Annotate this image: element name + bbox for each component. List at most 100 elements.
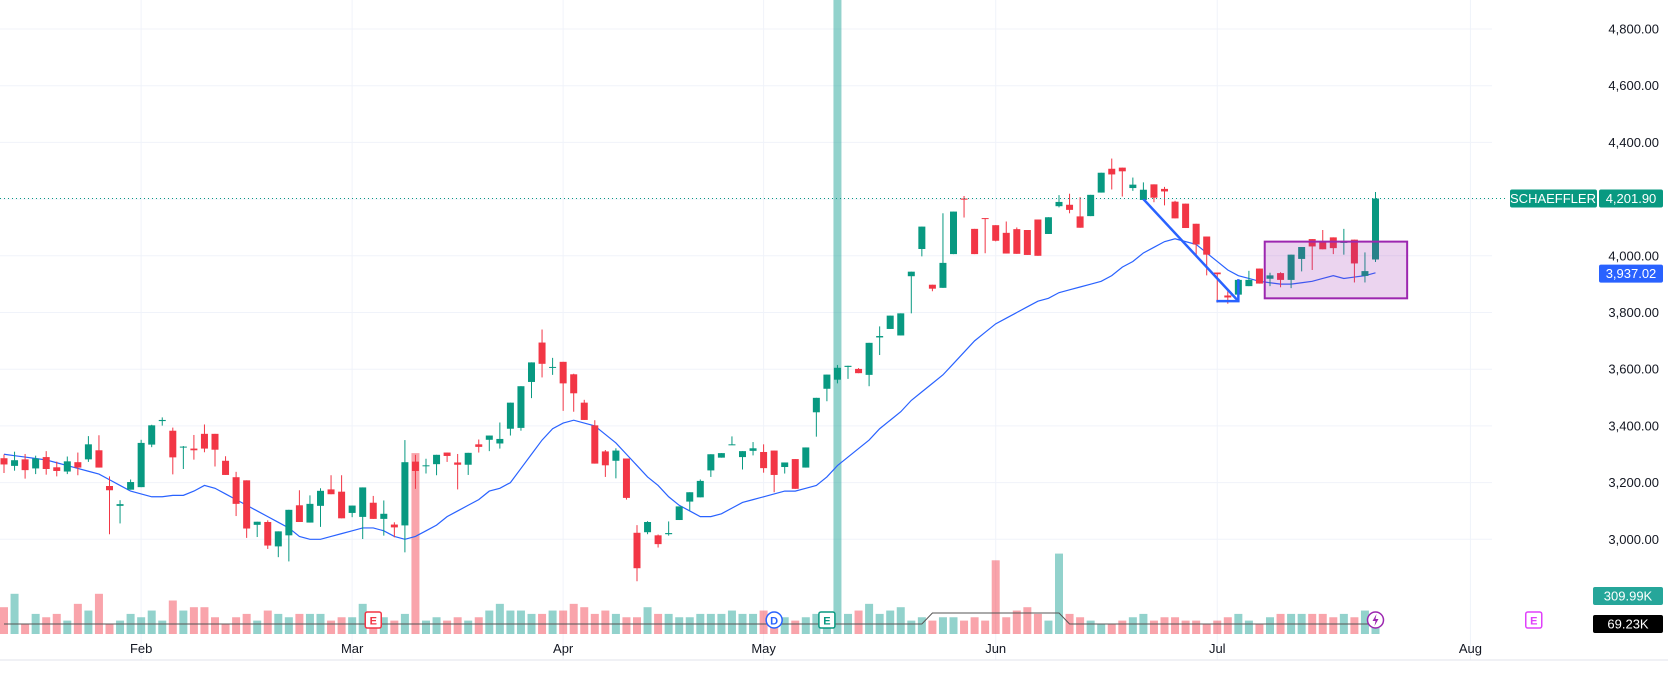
volume-bar xyxy=(464,620,473,634)
candle-body xyxy=(464,452,472,465)
candle xyxy=(517,386,525,431)
volume-bar xyxy=(854,610,863,634)
candle-body xyxy=(148,425,156,445)
candle-body xyxy=(222,460,230,475)
range-box[interactable] xyxy=(1263,240,1409,300)
candle-body xyxy=(928,284,936,289)
trend-arrow-head[interactable] xyxy=(1216,279,1240,303)
candle xyxy=(1277,272,1285,288)
candle xyxy=(295,490,303,523)
candle xyxy=(1013,227,1021,254)
candle xyxy=(1118,167,1126,197)
candle xyxy=(285,509,293,562)
price-tick-label: 3,600.00 xyxy=(1608,362,1659,377)
candle-body xyxy=(992,225,1000,241)
candle-body xyxy=(591,425,599,464)
candle-body xyxy=(1066,204,1074,210)
event-marker[interactable]: E xyxy=(1525,611,1543,629)
candle xyxy=(1076,197,1084,228)
volume-bar xyxy=(1118,620,1127,634)
volume-bar xyxy=(991,560,1000,634)
candle xyxy=(992,225,1000,242)
candle xyxy=(812,397,820,437)
price-tick-label: 3,000.00 xyxy=(1608,532,1659,547)
volume-bar xyxy=(485,610,494,634)
candle xyxy=(1087,194,1095,217)
volume-bar xyxy=(548,610,557,634)
candle-body xyxy=(886,315,894,329)
candle-body xyxy=(74,462,82,468)
price-axis[interactable]: 3,000.00 3,200.00 3,400.00 3,600.00 3,800.00… xyxy=(1608,22,1659,547)
candle xyxy=(559,361,567,411)
candle-body xyxy=(1298,247,1306,259)
candle xyxy=(1129,177,1137,191)
candle xyxy=(369,495,377,519)
event-marker[interactable]: E xyxy=(364,611,382,629)
candle xyxy=(1023,230,1031,255)
volume-bar xyxy=(94,593,103,634)
candle-body xyxy=(1255,268,1263,284)
candle-body xyxy=(612,450,620,461)
event-marker[interactable]: E xyxy=(818,611,836,629)
lightning-marker[interactable] xyxy=(1366,611,1385,629)
candle-body xyxy=(11,460,19,466)
volume-bar xyxy=(506,610,515,634)
candle-body xyxy=(485,435,493,440)
candle-body xyxy=(749,448,757,451)
candle xyxy=(454,453,462,490)
candle xyxy=(844,365,852,379)
candle xyxy=(1372,192,1379,263)
candle-body xyxy=(981,218,989,220)
candle xyxy=(876,326,884,356)
candle xyxy=(538,329,546,378)
candle xyxy=(243,480,251,538)
volume-bar xyxy=(105,623,114,634)
candle-body xyxy=(1097,172,1105,193)
candle xyxy=(158,417,166,426)
candle xyxy=(106,476,113,535)
volume-bar xyxy=(833,0,842,634)
symbol-tag-bg xyxy=(1510,189,1597,208)
earnings-icon[interactable] xyxy=(818,611,836,629)
event-marker[interactable]: D xyxy=(765,611,783,629)
candle xyxy=(327,475,335,495)
dividend-icon[interactable] xyxy=(765,611,783,629)
candle-body xyxy=(1023,230,1031,255)
volume-bar xyxy=(601,610,610,634)
candle xyxy=(1055,195,1063,208)
earnings-icon[interactable] xyxy=(1525,611,1543,629)
candle-body xyxy=(63,461,71,472)
candle xyxy=(612,448,620,479)
time-axis[interactable]: Feb Mar Apr May Jun Jul Aug xyxy=(130,641,1482,656)
candle xyxy=(833,364,841,384)
price-tick-label: 3,400.00 xyxy=(1608,418,1659,433)
candle xyxy=(1044,217,1052,234)
candle-body xyxy=(137,442,145,488)
candle xyxy=(116,500,124,524)
last-price-tag-bg xyxy=(1599,189,1663,208)
candle xyxy=(918,226,926,257)
candle-body xyxy=(570,374,578,394)
earnings-icon[interactable] xyxy=(364,611,382,629)
price-tick-label: 4,000.00 xyxy=(1608,248,1659,263)
candle-body xyxy=(295,505,303,523)
volume-bar xyxy=(211,617,219,634)
volume-bar xyxy=(1192,620,1201,634)
volume-bar xyxy=(970,617,979,634)
volume-bar xyxy=(1329,617,1338,634)
candle xyxy=(422,458,430,474)
candle xyxy=(137,439,145,488)
candle xyxy=(665,521,673,536)
candle xyxy=(622,458,630,500)
candle-body xyxy=(106,486,113,491)
candle-body xyxy=(760,451,768,469)
drawing-annotations[interactable] xyxy=(1142,198,1409,303)
candle xyxy=(127,479,135,490)
trend-arrow-line[interactable] xyxy=(1142,198,1240,303)
candle-body xyxy=(506,402,514,429)
volume-bar xyxy=(917,617,926,634)
candle xyxy=(1350,239,1358,283)
candle-body xyxy=(654,535,662,545)
